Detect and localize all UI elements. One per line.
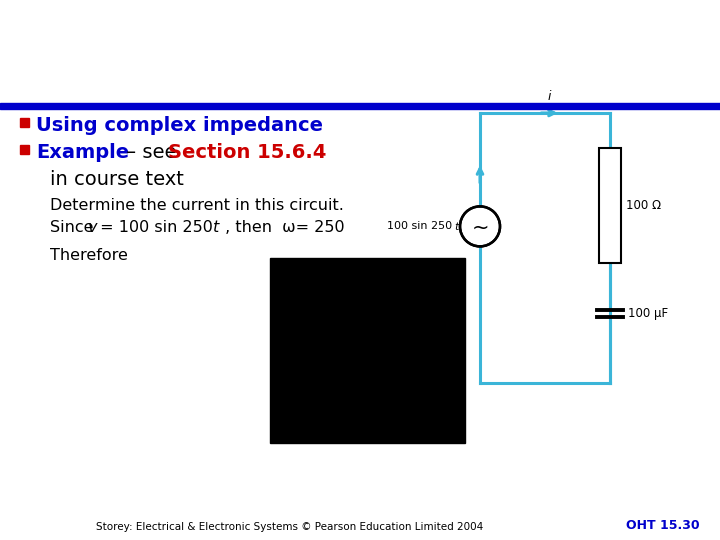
Text: i: i bbox=[548, 90, 552, 103]
Text: v: v bbox=[88, 220, 97, 235]
Bar bbox=[270, 258, 465, 443]
Text: OHT 15.30: OHT 15.30 bbox=[626, 519, 700, 532]
Bar bbox=[0, 103, 720, 109]
Text: , then  ω= 250: , then ω= 250 bbox=[220, 220, 345, 235]
Text: ~: ~ bbox=[472, 218, 489, 238]
Bar bbox=[20, 145, 29, 154]
Text: Section 15.6.4: Section 15.6.4 bbox=[168, 143, 326, 162]
Text: = 100 sin 250: = 100 sin 250 bbox=[95, 220, 213, 235]
Circle shape bbox=[461, 207, 499, 245]
Text: t: t bbox=[454, 222, 459, 232]
Text: Determine the current in this circuit.: Determine the current in this circuit. bbox=[50, 198, 344, 213]
Text: Since: Since bbox=[50, 220, 99, 235]
Text: Example: Example bbox=[36, 143, 129, 162]
Text: 100 Ω: 100 Ω bbox=[626, 199, 661, 212]
Text: Storey: Electrical & Electronic Systems © Pearson Education Limited 2004: Storey: Electrical & Electronic Systems … bbox=[96, 522, 484, 532]
Text: in course text: in course text bbox=[50, 170, 184, 189]
Bar bbox=[599, 148, 621, 263]
Bar bbox=[20, 118, 29, 127]
Text: Therefore: Therefore bbox=[50, 248, 128, 263]
Text: – see: – see bbox=[120, 143, 183, 162]
Text: t: t bbox=[213, 220, 220, 235]
Text: 100 μF: 100 μF bbox=[628, 307, 668, 320]
Text: 100 sin 250: 100 sin 250 bbox=[387, 221, 452, 232]
Text: Using complex impedance: Using complex impedance bbox=[36, 116, 323, 135]
